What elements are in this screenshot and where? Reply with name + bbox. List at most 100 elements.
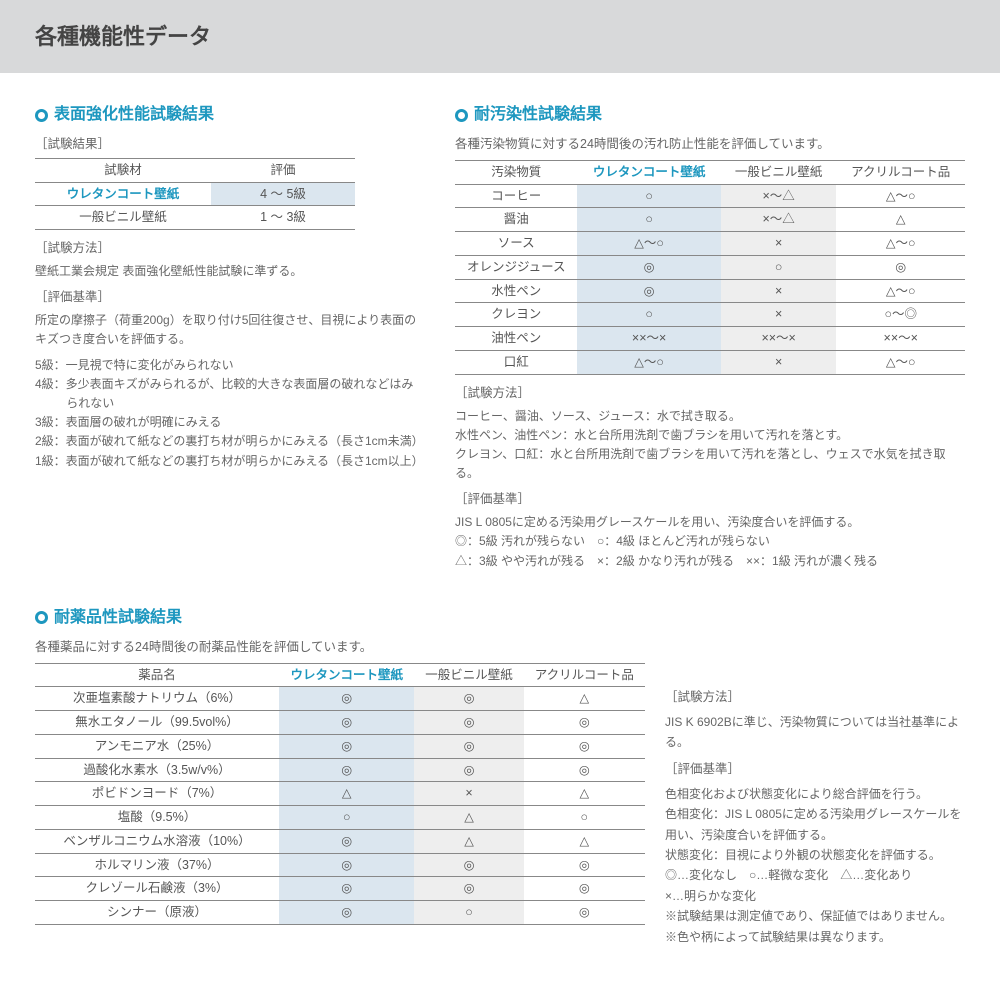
- table-cell: ◎: [279, 711, 414, 735]
- note-line: ◎：5級 汚れが残らない ○：4級 ほとんど汚れが残らない: [455, 532, 965, 551]
- table-cell: ◎: [279, 734, 414, 758]
- section-title-text: 表面強化性能試験結果: [54, 103, 214, 127]
- table-cell: ◎: [414, 853, 523, 877]
- method-label: ［試験方法］: [665, 687, 965, 708]
- th: ウレタンコート壁紙: [577, 160, 720, 184]
- table-cell: △: [524, 687, 645, 711]
- table-cell: 4 ～ 5級: [211, 182, 355, 206]
- bullet-icon: [455, 109, 468, 122]
- th: 試験材: [35, 158, 211, 182]
- table-cell: ×: [721, 303, 837, 327]
- th: 一般ビニル壁紙: [414, 663, 523, 687]
- table-cell: ○: [721, 255, 837, 279]
- note-line: コーヒー、醤油、ソース、ジュース：水で拭き取る。: [455, 407, 965, 426]
- table-cell: ◎: [279, 853, 414, 877]
- note-line: ×…明らかな変化: [665, 886, 965, 906]
- section-chemical: 耐薬品性試験結果 各種薬品に対する24時間後の耐薬品性能を評価しています。 薬品…: [35, 606, 965, 947]
- th: 薬品名: [35, 663, 279, 687]
- table-cell: 油性ペン: [455, 327, 577, 351]
- table-cell: ◎: [414, 711, 523, 735]
- table-cell: ○: [577, 184, 720, 208]
- table-cell: ◎: [414, 758, 523, 782]
- section-title-text: 耐汚染性試験結果: [474, 103, 602, 127]
- table-cell: ◎: [524, 711, 645, 735]
- table-cell: ×～△: [721, 208, 837, 232]
- th: ウレタンコート壁紙: [279, 663, 414, 687]
- table-cell: △: [279, 782, 414, 806]
- grade-line: 3級：表面層の破れが明確にみえる: [35, 413, 425, 432]
- table-cell: クレヨン: [455, 303, 577, 327]
- table-cell: ベンザルコニウム水溶液（10%）: [35, 829, 279, 853]
- table-cell: △～○: [836, 184, 965, 208]
- note-line: ◎…変化なし ○…軽微な変化 △…変化あり: [665, 865, 965, 885]
- grade-line: 2級：表面が破れて紙などの裏打ち材が明らかにみえる（長さ1cm未満）: [35, 432, 425, 451]
- section-title-surface: 表面強化性能試験結果: [35, 103, 425, 127]
- page-title: 各種機能性データ: [0, 0, 1000, 73]
- table-cell: オレンジジュース: [455, 255, 577, 279]
- table-cell: ××～×: [577, 327, 720, 351]
- table-cell: ◎: [524, 901, 645, 925]
- table-cell: ××～×: [836, 327, 965, 351]
- table-cell: シンナー（原液）: [35, 901, 279, 925]
- note-line: 色相変化および状態変化により総合評価を行う。: [665, 784, 965, 804]
- table-cell: ウレタンコート壁紙: [35, 182, 211, 206]
- table-cell: ◎: [524, 853, 645, 877]
- th: 評価: [211, 158, 355, 182]
- table-cell: ◎: [836, 255, 965, 279]
- table-cell: ×: [721, 232, 837, 256]
- table-cell: 無水エタノール（99.5vol%）: [35, 711, 279, 735]
- section-title-chemical: 耐薬品性試験結果: [35, 606, 965, 630]
- table-cell: 塩酸（9.5%）: [35, 806, 279, 830]
- table-cell: ×: [414, 782, 523, 806]
- table-cell: △～○: [836, 279, 965, 303]
- grade-line: 4級：多少表面キズがみられるが、比較的大きな表面層の破れなどはみられない: [35, 375, 425, 413]
- section-intro: 各種薬品に対する24時間後の耐薬品性能を評価しています。: [35, 638, 965, 657]
- method-label: ［試験方法］: [35, 238, 425, 258]
- surface-table: 試験材 評価 ウレタンコート壁紙 4 ～ 5級 一般ビニル壁紙 1 ～ 3級: [35, 158, 355, 230]
- table-cell: ○: [577, 303, 720, 327]
- table-cell: クレゾール石鹸液（3%）: [35, 877, 279, 901]
- note-line: 色相変化：JIS L 0805に定める汚染用グレースケールを用い、汚染度合いを評…: [665, 804, 965, 845]
- table-cell: ○: [524, 806, 645, 830]
- table-cell: ポビドンヨード（7%）: [35, 782, 279, 806]
- bullet-icon: [35, 109, 48, 122]
- table-cell: ○: [414, 901, 523, 925]
- table-cell: ホルマリン液（37%）: [35, 853, 279, 877]
- table-cell: ◎: [279, 687, 414, 711]
- table-cell: 過酸化水素水（3.5w/v%）: [35, 758, 279, 782]
- method-text: JIS K 6902Bに準じ、汚染物質については当社基準による。: [665, 712, 965, 753]
- grade-line: 5級：一見視で特に変化がみられない: [35, 356, 425, 375]
- table-cell: ソース: [455, 232, 577, 256]
- table-cell: ◎: [577, 255, 720, 279]
- result-label: ［試験結果］: [35, 135, 425, 154]
- grade-line: 1級：表面が破れて紙などの裏打ち材が明らかにみえる（長さ1cm以上）: [35, 452, 425, 471]
- table-cell: ××～×: [721, 327, 837, 351]
- table-cell: ◎: [524, 758, 645, 782]
- table-cell: 次亜塩素酸ナトリウム（6%）: [35, 687, 279, 711]
- main-content: 表面強化性能試験結果 ［試験結果］ 試験材 評価 ウレタンコート壁紙 4 ～ 5…: [0, 103, 1000, 947]
- th: 汚染物質: [455, 160, 577, 184]
- table-cell: △～○: [836, 232, 965, 256]
- chemical-notes: ［試験方法］ JIS K 6902Bに準じ、汚染物質については当社基準による。 …: [665, 663, 965, 947]
- note-line: ※試験結果は測定値であり、保証値ではありません。: [665, 906, 965, 926]
- table-cell: △: [414, 829, 523, 853]
- table-cell: ◎: [279, 901, 414, 925]
- table-cell: 口紅: [455, 350, 577, 374]
- criteria-text: 所定の摩擦子（荷重200g）を取り付け5回往復させ、目視により表面のキズつき度合…: [35, 311, 425, 349]
- note-line: 水性ペン、油性ペン：水と台所用洗剤で歯ブラシを用いて汚れを落とす。: [455, 426, 965, 445]
- section-intro: 各種汚染物質に対する24時間後の汚れ防止性能を評価しています。: [455, 135, 965, 154]
- section-title-stain: 耐汚染性試験結果: [455, 103, 965, 127]
- table-cell: ◎: [279, 877, 414, 901]
- stain-table: 汚染物質ウレタンコート壁紙一般ビニル壁紙アクリルコート品コーヒー○×～△△～○醤…: [455, 160, 965, 375]
- table-cell: ×～△: [721, 184, 837, 208]
- section-stain: 耐汚染性試験結果 各種汚染物質に対する24時間後の汚れ防止性能を評価しています。…: [455, 103, 965, 571]
- table-cell: コーヒー: [455, 184, 577, 208]
- note-line: △：3級 やや汚れが残る ×：2級 かなり汚れが残る ××：1級 汚れが濃く残る: [455, 552, 965, 571]
- table-cell: 一般ビニル壁紙: [35, 206, 211, 230]
- th: 一般ビニル壁紙: [721, 160, 837, 184]
- table-cell: △: [524, 782, 645, 806]
- table-cell: ○: [577, 208, 720, 232]
- method-text: 壁紙工業会規定 表面強化壁紙性能試験に準ずる。: [35, 262, 425, 281]
- table-cell: ◎: [279, 758, 414, 782]
- method-label: ［試験方法］: [455, 383, 965, 403]
